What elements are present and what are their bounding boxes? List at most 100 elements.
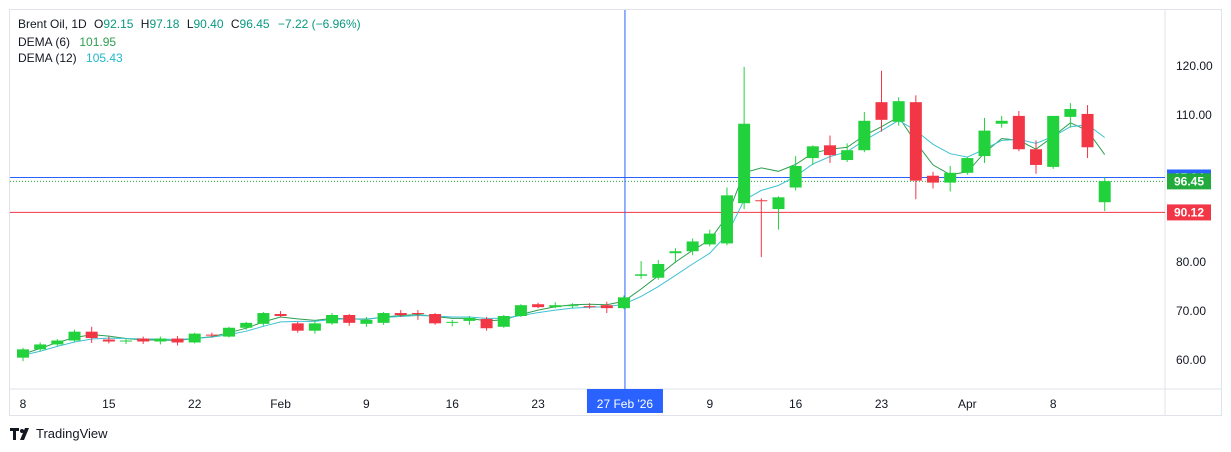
ohlc-legend: Brent Oil, 1D O92.15 H97.18 L90.40 C96.4… [18, 17, 361, 31]
candle-body [257, 313, 270, 324]
candle-body [566, 305, 579, 307]
candle-body [120, 340, 133, 342]
symbol-name: Brent Oil [18, 17, 65, 31]
candle-body [68, 331, 81, 341]
dema6-value: 101.95 [79, 35, 117, 49]
candle-body [669, 251, 682, 254]
tradingview-logo-icon [10, 427, 29, 440]
dema12-label: DEMA (12) [18, 51, 77, 65]
candle-body [1064, 109, 1077, 117]
x-tick-label: 9 [363, 397, 370, 411]
low-label: L [186, 17, 194, 31]
y-tick-label: 60.00 [1176, 353, 1206, 367]
x-tick-label: 15 [102, 397, 116, 411]
candle-body [343, 315, 356, 323]
candle-body [411, 313, 424, 315]
candle-body [394, 313, 407, 316]
chart-frame [9, 9, 1222, 416]
candle-body [1047, 115, 1060, 167]
candle-body [240, 322, 253, 328]
candle-body [102, 339, 115, 342]
x-tick-label: 23 [875, 397, 889, 411]
dema6-label: DEMA (6) [18, 35, 71, 49]
candle-body [875, 102, 888, 120]
x-tick-label: 8 [20, 397, 27, 411]
candle-body [360, 319, 373, 324]
y-tick-label: 80.00 [1176, 255, 1206, 269]
candle-body [858, 120, 871, 151]
x-tick-label: 16 [446, 397, 460, 411]
candle-body [978, 130, 991, 157]
high-label: H [140, 17, 150, 31]
candle-body [532, 304, 545, 308]
candle-body [961, 158, 974, 173]
low-value: 90.40 [193, 17, 224, 31]
candle-body [995, 120, 1008, 124]
open-label: O [94, 17, 104, 31]
candle-body [497, 315, 510, 327]
candle-body [772, 197, 785, 210]
change-value: −7.22 (−6.96%) [277, 17, 361, 31]
last-price-tag-bg [1167, 173, 1211, 190]
candle-body [51, 340, 64, 345]
close-value: 96.45 [239, 17, 270, 31]
candle-body [909, 102, 922, 181]
candle-body [274, 314, 287, 316]
brand-name: TradingView [36, 426, 108, 441]
x-tick-label: 23 [531, 397, 545, 411]
tradingview-logo[interactable]: TradingView [10, 426, 108, 441]
candle-body [1012, 115, 1025, 150]
candle-body [377, 313, 390, 323]
open-value: 92.15 [103, 17, 134, 31]
candle-body [223, 327, 236, 337]
candle-body [806, 146, 819, 159]
candle-body [1081, 113, 1094, 148]
candle-body [308, 323, 321, 331]
candle-body [892, 101, 905, 122]
candle-body [652, 264, 665, 278]
candle-body [841, 150, 854, 161]
candle-body [738, 123, 751, 204]
dema12-value: 105.43 [86, 51, 123, 65]
candle-body [583, 306, 596, 308]
candle-body [549, 305, 562, 308]
candle-body [514, 305, 527, 316]
x-tick-label: 16 [789, 397, 803, 411]
candle-body [326, 315, 339, 324]
crosshair-date-tag-bg [586, 389, 663, 413]
last-price-tag: 96.45 [1174, 174, 1204, 188]
candle-body [617, 297, 630, 309]
candle-body [171, 338, 184, 343]
candle-body [927, 175, 940, 183]
crosshair-date-tag: 27 Feb '26 [597, 397, 654, 411]
candle-body [205, 334, 218, 336]
candle-body [823, 145, 836, 156]
interval-label: 1D [71, 17, 87, 31]
candle-body [720, 195, 733, 244]
candle-body [635, 274, 648, 276]
candle-body [944, 172, 957, 183]
candle-body [755, 200, 768, 202]
close-label: C [230, 17, 240, 31]
x-tick-label: Apr [958, 397, 977, 411]
candle-body [34, 344, 47, 350]
candle-body [137, 338, 150, 342]
candle-body [446, 321, 459, 323]
candle-body [188, 333, 201, 343]
candle-body [789, 165, 802, 188]
horizontal-line-tag-bg [1167, 204, 1211, 221]
high-value: 97.18 [149, 17, 180, 31]
dema12-legend: DEMA (12) 105.43 [18, 50, 123, 66]
candle-body [1030, 149, 1043, 165]
x-tick-label: 8 [1050, 397, 1057, 411]
candle-body [686, 241, 699, 252]
candle-body [85, 331, 98, 339]
y-tick-label: 70.00 [1176, 304, 1206, 318]
dema12-line [22, 119, 1105, 356]
y-tick-label: 110.00 [1176, 108, 1212, 122]
candle-body [463, 317, 476, 321]
x-tick-label: 22 [188, 397, 202, 411]
candle-body [429, 314, 442, 324]
candle-body [600, 305, 613, 309]
